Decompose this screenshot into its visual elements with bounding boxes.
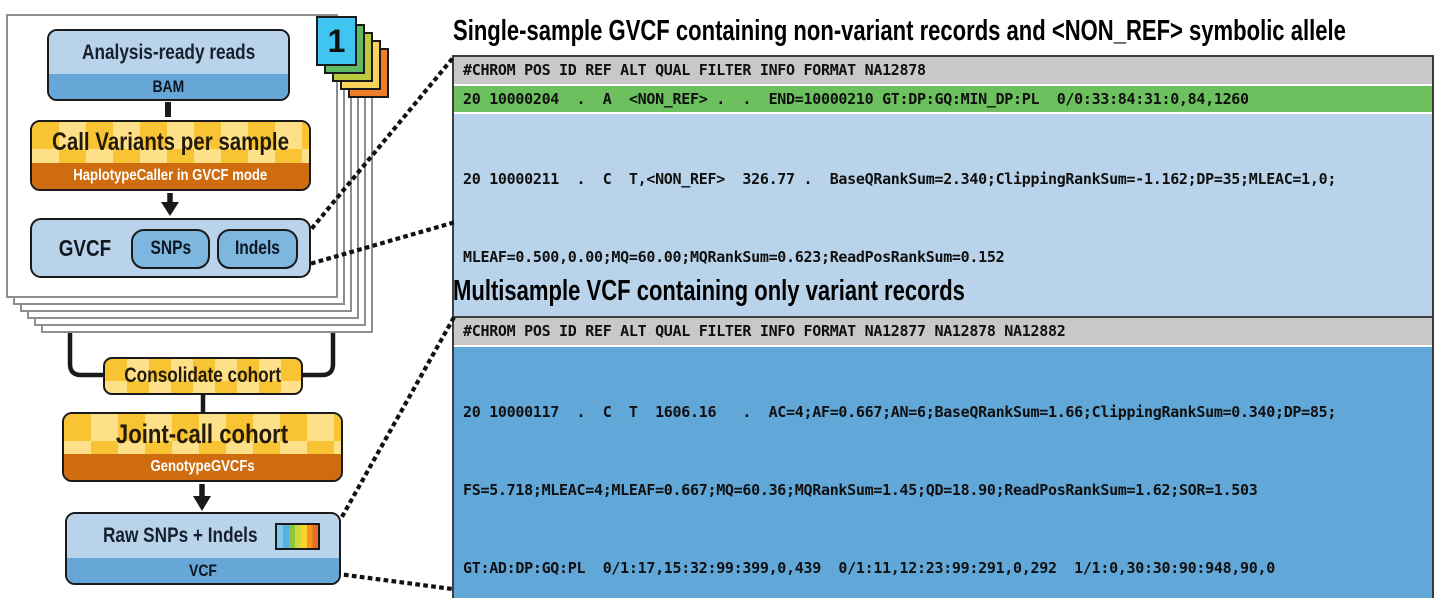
bam-format-strip: BAM: [49, 74, 288, 99]
analysis-ready-reads-box: Analysis-ready reads BAM: [47, 29, 290, 101]
vcf-rainbow-icon: [274, 522, 320, 550]
snps-pill: SNPs: [131, 229, 210, 269]
call-variants-box: Call Variants per sample HaplotypeCaller…: [30, 120, 311, 191]
gvcf-header-row: #CHROM POS ID REF ALT QUAL FILTER INFO F…: [454, 57, 1432, 84]
joint-call-label-wrap: Joint-call cohort: [64, 414, 341, 454]
indels-label: Indels: [234, 238, 281, 259]
record-line: 20 10000211 . C T,<NON_REF> 326.77 . Bas…: [463, 170, 1337, 188]
record-line: FS=5.718;MLEAC=4;MLEAF=0.667;MQ=60.36;MQ…: [463, 481, 1258, 499]
call-variants-label-wrap: Call Variants per sample: [32, 122, 309, 163]
vcf-records-panel: #CHROM POS ID REF ALT QUAL FILTER INFO F…: [452, 316, 1434, 598]
analysis-ready-reads-label: Analysis-ready reads: [81, 40, 256, 64]
genotypegvcfs-label: GenotypeGVCFs: [150, 458, 255, 475]
vcf-label: VCF: [189, 560, 217, 580]
indels-pill: Indels: [217, 229, 298, 269]
joint-call-label: Joint-call cohort: [116, 418, 289, 449]
bam-label: BAM: [152, 76, 185, 96]
raw-snps-indels-label: Raw SNPs + Indels: [102, 524, 258, 547]
haplotypecaller-label: HaplotypeCaller in GVCF mode: [73, 167, 268, 184]
vcf-panel-title: Multisample VCF containing only variant …: [453, 275, 965, 307]
record-line: MLEAF=0.500,0.00;MQ=60.00;MQRankSum=0.62…: [463, 248, 1005, 266]
genotypegvcfs-strip: GenotypeGVCFs: [64, 454, 341, 480]
record-line: GT:AD:DP:GQ:PL 0/1:17,15:32:99:399,0,439…: [463, 559, 1275, 577]
vcf-format-strip: VCF: [67, 558, 339, 583]
snps-label: SNPs: [150, 238, 191, 259]
sample-card-1: 1: [316, 16, 357, 66]
gvcf-label: GVCF: [58, 234, 112, 261]
consolidate-cohort-label: Consolidate cohort: [124, 364, 282, 387]
gvcf-label-wrap: GVCF: [53, 220, 117, 276]
consolidate-cohort-box: Consolidate cohort: [103, 357, 303, 395]
gvcf-nonvariant-row: 20 10000204 . A <NON_REF> . . END=100002…: [454, 84, 1432, 112]
gvcf-box: GVCF SNPs Indels: [30, 218, 311, 278]
gvcf-panel-title: Single-sample GVCF containing non-varian…: [453, 15, 1346, 47]
vcf-variant-row: 20 10000117 . C T 1606.16 . AC=4;AF=0.66…: [454, 345, 1432, 598]
raw-snps-indels-box: Raw SNPs + Indels VCF: [65, 512, 341, 585]
raw-snps-indels-label-wrap: Raw SNPs + Indels: [67, 514, 339, 558]
analysis-ready-reads-label-wrap: Analysis-ready reads: [49, 31, 288, 74]
haplotypecaller-strip: HaplotypeCaller in GVCF mode: [32, 163, 309, 189]
vcf-header-row: #CHROM POS ID REF ALT QUAL FILTER INFO F…: [454, 318, 1432, 345]
record-line: 20 10000117 . C T 1606.16 . AC=4;AF=0.66…: [463, 403, 1337, 421]
call-variants-label: Call Variants per sample: [51, 128, 290, 156]
sample-number: 1: [327, 22, 346, 59]
joint-call-cohort-box: Joint-call cohort GenotypeGVCFs: [62, 412, 343, 482]
